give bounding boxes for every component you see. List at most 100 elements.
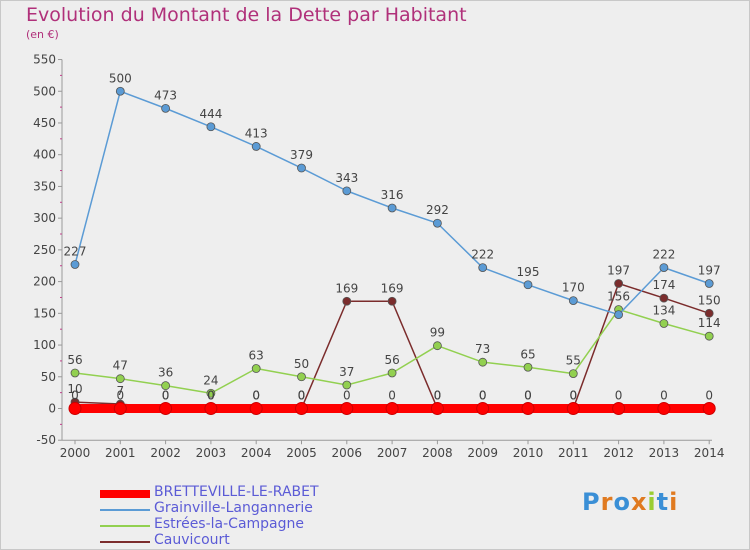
data-label: 36 [158,366,173,380]
y-tick-label: 350 [33,179,56,193]
data-label: 0 [434,389,442,403]
data-label: 473 [154,88,177,102]
x-tick-label: 2009 [467,446,498,460]
data-point [702,402,716,415]
data-point [161,381,171,391]
data-label: 197 [698,264,721,278]
data-label: 174 [652,278,675,292]
data-label: 0 [207,389,215,403]
data-label: 0 [388,389,396,403]
data-point [161,103,171,113]
logo-letter: x [630,488,648,516]
y-tick-label: 450 [33,116,56,130]
data-label: 0 [252,389,260,403]
data-point [612,402,626,415]
data-point [70,368,80,378]
data-point [614,310,623,319]
x-tick-label: 2001 [105,446,136,460]
legend-label: Estrées-la-Campagne [154,516,305,532]
data-label: 0 [569,389,577,403]
data-point [115,86,125,96]
x-tick-label: 2006 [332,446,363,460]
y-tick-label: 100 [33,338,56,352]
data-label: 0 [207,389,215,403]
data-point [659,293,669,303]
data-label: 169 [335,281,358,295]
data-point [342,296,352,306]
x-tick-label: 2010 [513,446,544,460]
data-label: 63 [249,349,264,363]
data-label: 197 [607,264,630,278]
data-label: 0 [298,389,306,403]
data-label: 0 [705,389,713,403]
data-label: 114 [698,316,721,330]
data-point [342,186,352,196]
y-tick-label: 300 [33,211,56,225]
logo-letter: i [669,488,679,516]
data-point [295,402,308,415]
data-label: 444 [199,107,222,121]
chart-title: Evolution du Montant de la Dette par Hab… [26,4,467,26]
data-label: 47 [113,359,128,373]
data-label: 134 [652,303,675,317]
data-label: 0 [162,389,170,403]
x-tick-label: 2013 [649,446,680,460]
data-point [432,341,442,351]
data-point [251,364,261,373]
data-label: 56 [384,353,399,367]
data-point [206,122,216,132]
data-point [432,218,442,228]
logo-letter: i [647,488,657,516]
data-point [387,296,397,306]
data-label: 73 [475,342,490,356]
legend-label: Grainville-Langannerie [154,500,313,516]
data-label: 0 [524,389,532,403]
data-point [385,402,399,415]
y-tick-label: 500 [33,84,56,98]
data-point [159,402,173,415]
data-point [478,263,488,273]
data-label: 343 [335,171,358,185]
data-label: 0 [162,389,170,403]
data-label: 37 [339,365,354,379]
data-label: 56 [67,353,82,367]
data-point [251,142,261,151]
data-label: 0 [252,389,260,403]
y-tick-label: 550 [33,53,56,67]
data-label: 24 [203,373,218,387]
data-point [206,388,216,398]
data-point [704,279,714,288]
legend-swatch [100,525,150,527]
series-line [74,308,710,395]
data-label: 413 [245,126,268,140]
proxiti-logo: Proxiti [582,488,678,516]
data-point [68,402,82,415]
data-point [657,402,671,415]
data-label: 169 [381,281,404,295]
data-point [478,357,488,367]
data-label: 150 [698,293,721,307]
data-point [704,308,714,318]
data-label: 50 [294,357,309,371]
data-label: 170 [562,281,585,295]
data-label: 0 [524,389,532,403]
data-label: 156 [607,290,630,304]
data-point [659,263,669,273]
data-label: 379 [290,148,313,162]
data-point [523,280,533,290]
data-point [297,372,306,382]
data-point [523,362,533,372]
data-point [115,374,125,384]
y-tick-label: -50 [36,433,56,447]
y-tick-label: 150 [33,306,56,320]
data-label: 0 [434,389,442,403]
data-point [476,402,490,415]
x-tick-label: 2007 [377,446,408,460]
data-label: 10 [67,382,82,396]
logo-letter: o [613,488,631,516]
legend-swatch [100,541,150,543]
data-label: 222 [652,248,675,262]
legend-swatch [100,509,150,511]
